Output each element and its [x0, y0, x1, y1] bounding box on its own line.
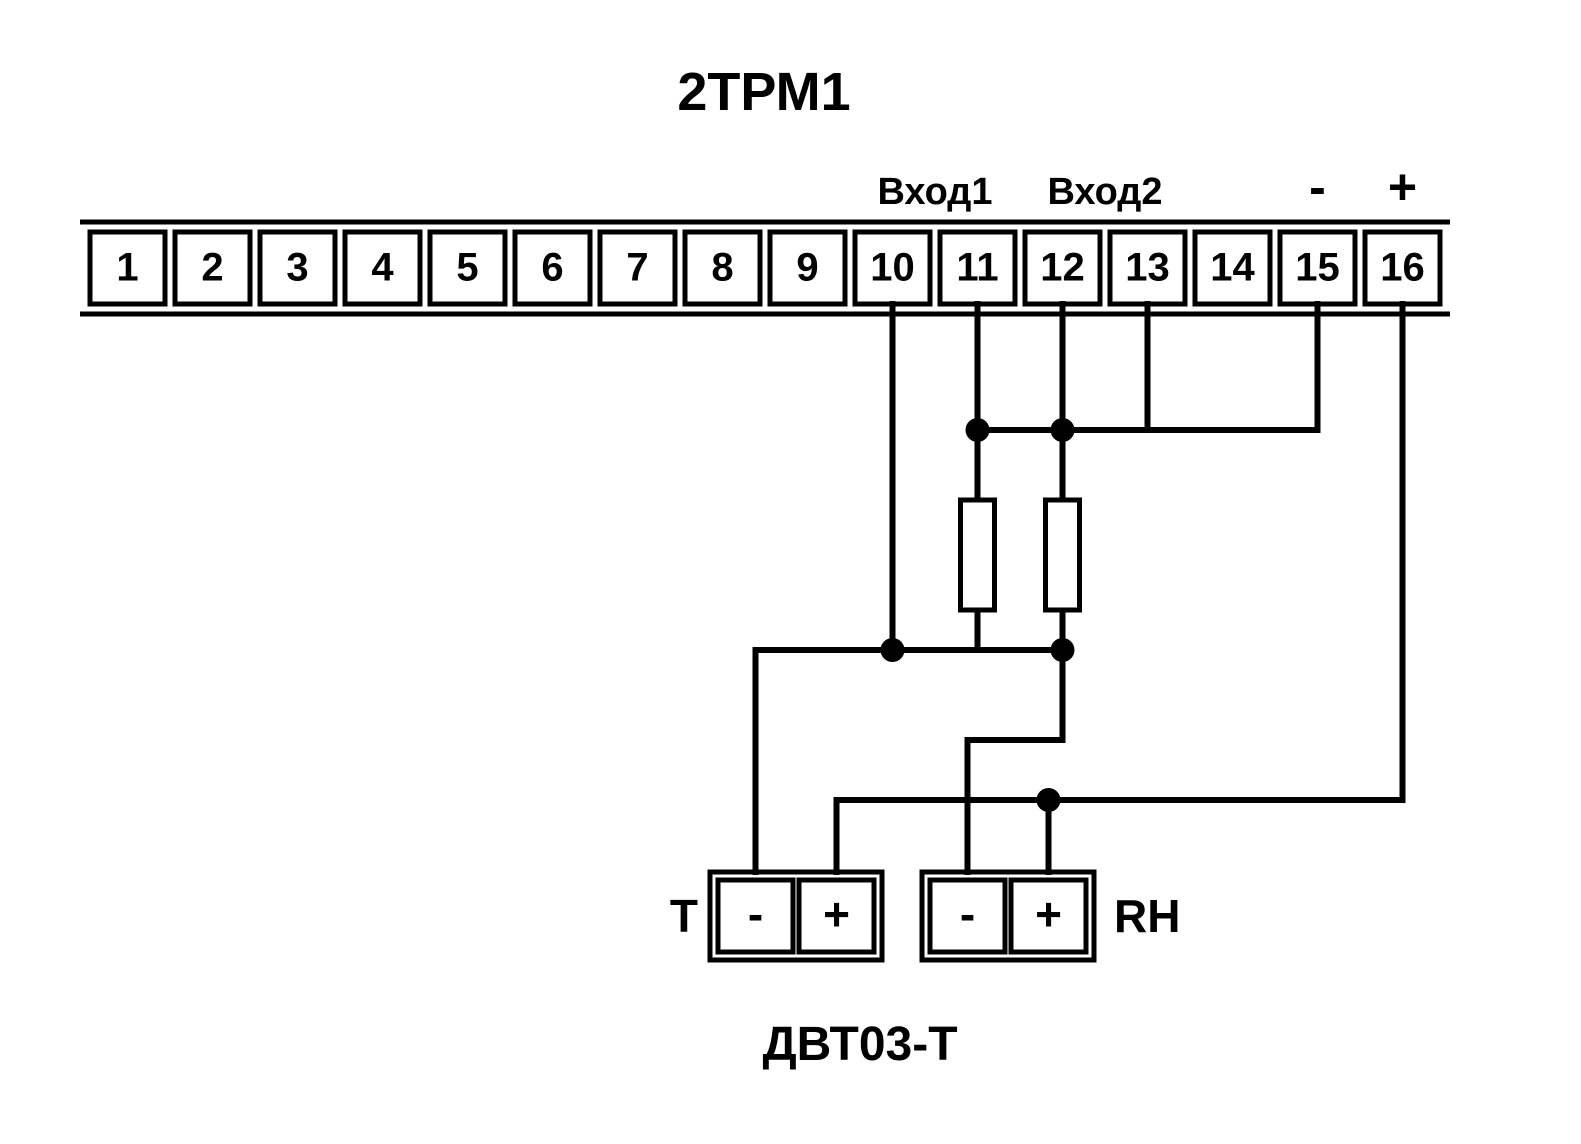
- junction-12-lower: [1051, 638, 1075, 662]
- terminal-15-label: 15: [1295, 246, 1340, 290]
- device-title-top: 2ТРМ1: [677, 62, 850, 122]
- header-label-minus: -: [1309, 159, 1326, 215]
- terminal-3-label: 3: [286, 246, 308, 290]
- terminal-14-label: 14: [1210, 246, 1255, 290]
- junction-11-upper: [966, 418, 990, 442]
- sensor-side-label-T: T: [670, 890, 698, 942]
- resistor-t12-top: [1046, 500, 1080, 610]
- header-label-input2: Вход2: [1047, 171, 1162, 213]
- terminal-12-label: 12: [1040, 246, 1085, 290]
- terminal-1-label: 1: [116, 246, 138, 290]
- device-title-bottom: ДВТ03-Т: [762, 1018, 957, 1071]
- header-label-input1: Вход1: [877, 171, 992, 213]
- terminal-10-label: 10: [870, 246, 915, 290]
- sensor-RH-1-label: +: [1035, 888, 1062, 940]
- terminal-11-label: 11: [956, 246, 998, 290]
- terminal-6-label: 6: [541, 246, 563, 290]
- resistor-t11-top: [961, 500, 995, 610]
- terminal-16-label: 16: [1380, 246, 1425, 290]
- sensor-T-0-label: -: [748, 888, 763, 940]
- terminal-7-label: 7: [626, 246, 648, 290]
- terminal-13-label: 13: [1125, 246, 1170, 290]
- junction-rhplus-sensor: [1037, 788, 1061, 812]
- junction-12-upper: [1051, 418, 1075, 442]
- sensor-side-label-RH: RH: [1114, 890, 1180, 942]
- terminal-2-label: 2: [201, 246, 223, 290]
- terminal-9-label: 9: [796, 246, 818, 290]
- wiring-diagram: 2ТРМ1ДВТ03-Т12345678910111213141516Вход1…: [0, 0, 1581, 1144]
- header-label-plus: +: [1388, 159, 1417, 215]
- terminal-4-label: 4: [371, 246, 394, 290]
- junction-10-lower: [881, 638, 905, 662]
- terminal-5-label: 5: [456, 246, 478, 290]
- terminal-8-label: 8: [711, 246, 733, 290]
- sensor-T-1-label: +: [823, 888, 850, 940]
- sensor-RH-0-label: -: [960, 888, 975, 940]
